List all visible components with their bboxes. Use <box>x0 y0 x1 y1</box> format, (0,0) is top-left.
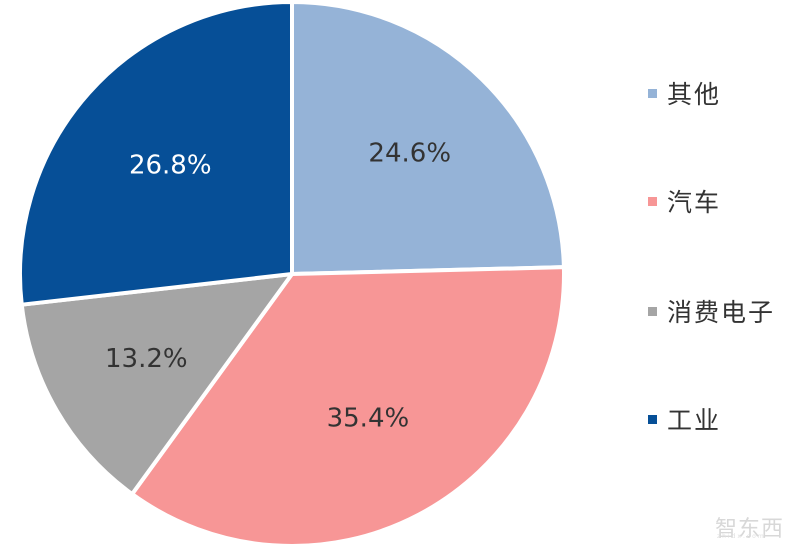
legend-item-0: 其他 <box>648 78 722 109</box>
legend-item-3: 工业 <box>648 404 722 435</box>
legend: 其他 汽车 消费电子 工业 <box>648 0 800 553</box>
data-label-industrial: 26.8% <box>129 150 212 180</box>
legend-item-1: 汽车 <box>648 186 722 217</box>
legend-swatch-0 <box>648 88 657 98</box>
data-label-other: 24.6% <box>368 138 451 168</box>
data-label-consumer-electronics: 13.2% <box>105 344 188 374</box>
legend-item-2: 消费电子 <box>648 296 776 327</box>
data-label-automotive: 35.4% <box>327 403 410 433</box>
watermark-subtext: zhidx.com <box>716 533 766 540</box>
pie-slice-other <box>290 0 566 276</box>
pie-chart: 24.6% 35.4% 13.2% 26.8% <box>18 0 566 548</box>
legend-label-3: 工业 <box>667 406 722 435</box>
pie-slice-consumer-electronics <box>19 272 294 497</box>
legend-label-1: 汽车 <box>667 188 722 217</box>
legend-swatch-2 <box>648 306 657 316</box>
legend-swatch-1 <box>648 196 657 206</box>
legend-swatch-3 <box>648 414 657 424</box>
watermark-text: 智东西 <box>714 517 784 542</box>
legend-label-0: 其他 <box>667 80 722 109</box>
legend-label-2: 消费电子 <box>667 298 776 327</box>
pie-slice-industrial <box>18 0 294 307</box>
watermark: 智东西 zhidx.com <box>715 511 784 543</box>
pie-slice-automotive <box>130 265 566 548</box>
